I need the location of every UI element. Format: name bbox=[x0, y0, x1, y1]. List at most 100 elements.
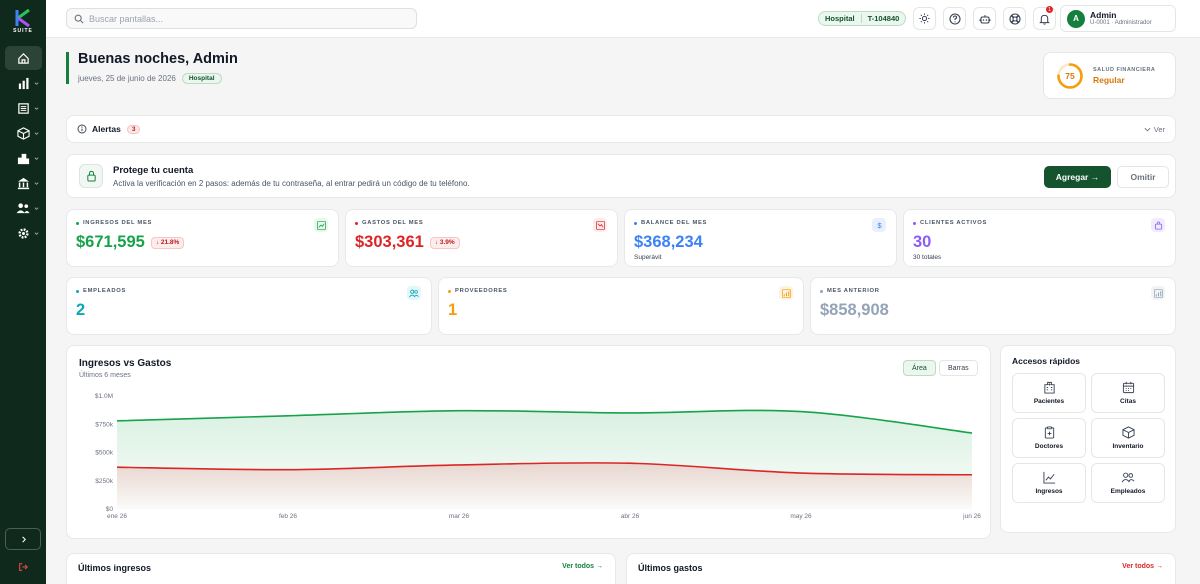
kpi-suppliers-card[interactable]: PROVEEDORES 1 bbox=[438, 277, 804, 335]
kpi-previous-value: $858,908 bbox=[820, 301, 889, 319]
income-series-line[interactable] bbox=[116, 409, 973, 434]
kpi-clients-label-text: CLIENTES ACTIVOS bbox=[920, 220, 988, 226]
trend-down-icon bbox=[593, 218, 607, 232]
kpi-suppliers-label: PROVEEDORES bbox=[448, 288, 794, 294]
quick-inventory[interactable]: Inventario bbox=[1091, 418, 1165, 458]
kpi-dot bbox=[448, 289, 451, 293]
expenses-area bbox=[117, 462, 972, 509]
sidebar: SUITE bbox=[0, 0, 46, 584]
kpi-clients-value: 30 bbox=[913, 233, 932, 251]
help-icon bbox=[948, 12, 961, 25]
quick-label: Inventario bbox=[1112, 443, 1144, 450]
logo-icon bbox=[15, 8, 30, 27]
user-menu[interactable]: A Admin U-0001 · Administrador bbox=[1060, 5, 1176, 32]
x-tick-label: feb 26 bbox=[279, 513, 297, 520]
kpi-suppliers-value-row: 1 bbox=[448, 301, 794, 320]
quick-label: Empleados bbox=[1110, 488, 1146, 495]
kpi-suppliers-value: 1 bbox=[448, 301, 458, 319]
kpi-balance-card[interactable]: BALANCE DEL MES $368,234 Superávit $ bbox=[624, 209, 897, 267]
quick-appointments[interactable]: Citas bbox=[1091, 373, 1165, 413]
view-all-expenses-link[interactable]: Ver todos → bbox=[1122, 563, 1163, 570]
kpi-previous-card[interactable]: MES ANTERIOR $858,908 bbox=[810, 277, 1176, 335]
expand-sidebar-button[interactable] bbox=[5, 528, 41, 550]
trend-up-icon bbox=[1042, 471, 1055, 484]
search-input[interactable] bbox=[89, 13, 389, 24]
expenses-series-line[interactable] bbox=[116, 461, 973, 476]
health-ring-icon bbox=[1057, 62, 1083, 89]
kpi-employees-value-row: 2 bbox=[76, 301, 422, 320]
y-tick-label: $0 bbox=[106, 506, 114, 513]
kpi-balance-sub: Superávit bbox=[634, 254, 662, 261]
nav-reports[interactable] bbox=[4, 72, 42, 95]
alerts-view-label: Ver bbox=[1153, 125, 1165, 134]
tenant-separator bbox=[860, 14, 862, 23]
nav-organization[interactable] bbox=[4, 147, 42, 170]
nav-home[interactable] bbox=[4, 46, 42, 70]
nav-finance[interactable] bbox=[4, 172, 42, 195]
add-2fa-button[interactable]: Agregar → bbox=[1044, 166, 1111, 188]
current-date: jueves, 25 de junio de 2026 bbox=[78, 73, 176, 83]
nav-settings[interactable] bbox=[4, 222, 42, 245]
greeting-subline: jueves, 25 de junio de 2026 Hospital bbox=[78, 72, 238, 84]
tenant-badge[interactable]: Hospital T-104840 bbox=[818, 11, 907, 26]
brand-logo[interactable]: SUITE bbox=[0, 2, 46, 40]
chevron-down-icon bbox=[34, 182, 39, 185]
alerts-bar[interactable]: Alertas 3 Ver bbox=[66, 115, 1176, 143]
clipboard-icon bbox=[1044, 426, 1054, 439]
kpi-income-label-text: INGRESOS DEL MES bbox=[83, 220, 153, 226]
search-box[interactable] bbox=[66, 8, 417, 29]
lock-icon bbox=[86, 170, 96, 182]
info-icon bbox=[77, 124, 87, 134]
quick-income[interactable]: Ingresos bbox=[1012, 463, 1086, 503]
user-info: Admin U-0001 · Administrador bbox=[1090, 9, 1152, 27]
kpi-balance-value: $368,234 bbox=[634, 233, 703, 251]
kpi-income-card[interactable]: INGRESOS DEL MES $671,595 ↓ 21.8% bbox=[66, 209, 339, 267]
notification-count: 1 bbox=[1046, 6, 1053, 13]
view-all-income-link[interactable]: Ver todos → bbox=[562, 563, 603, 570]
user-name: Admin bbox=[1090, 9, 1117, 20]
kpi-expenses-card[interactable]: GASTOS DEL MES $303,361 ↓ 3.9% bbox=[345, 209, 618, 267]
help-button[interactable] bbox=[943, 7, 966, 30]
alerts-view-toggle[interactable]: Ver bbox=[1144, 125, 1165, 134]
ledger-icon bbox=[17, 103, 29, 114]
notifications-button[interactable]: 1 bbox=[1033, 6, 1056, 30]
chart-canvas: $0 $250k $500k $750k $1.0M ene 26 feb 26 mar 26… bbox=[95, 393, 981, 520]
kpi-income-value: $671,595 bbox=[76, 233, 145, 251]
greeting-header: Buenas noches, Admin jueves, 25 de junio… bbox=[66, 52, 238, 84]
trend-up-icon bbox=[314, 218, 328, 232]
logout-icon bbox=[19, 563, 28, 571]
chart-toggle-area[interactable]: Área bbox=[903, 360, 936, 376]
quick-patients[interactable]: Pacientes bbox=[1012, 373, 1086, 413]
kpi-employees-value: 2 bbox=[76, 301, 86, 319]
quick-label: Pacientes bbox=[1033, 398, 1065, 405]
kpi-income-label: INGRESOS DEL MES bbox=[76, 220, 329, 226]
y-tick-label: $250k bbox=[95, 478, 113, 485]
kpi-income-value-row: $671,595 ↓ 21.8% bbox=[76, 233, 329, 252]
kpi-clients-card[interactable]: CLIENTES ACTIVOS 30 30 totales bbox=[903, 209, 1176, 267]
quick-employees[interactable]: Empleados bbox=[1091, 463, 1165, 503]
quick-doctors[interactable]: Doctores bbox=[1012, 418, 1086, 458]
chart-subtitle: Últimos 6 meses bbox=[79, 372, 131, 379]
financial-health-card[interactable]: 75 SALUD FINANCIERA Regular bbox=[1043, 52, 1176, 99]
nav-inventory[interactable] bbox=[4, 122, 42, 145]
kpi-balance-label-text: BALANCE DEL MES bbox=[641, 220, 708, 226]
chart-toggle-bars[interactable]: Barras bbox=[939, 360, 978, 376]
bar-chart-icon bbox=[1151, 286, 1165, 300]
logout-button[interactable] bbox=[0, 550, 46, 584]
box-icon bbox=[1121, 426, 1135, 439]
kpi-employees-card[interactable]: EMPLEADOS 2 bbox=[66, 277, 432, 335]
support-button[interactable] bbox=[1003, 7, 1026, 30]
kpi-employees-label-text: EMPLEADOS bbox=[83, 288, 127, 294]
skip-2fa-button[interactable]: Omitir bbox=[1117, 166, 1169, 188]
nav-documents[interactable] bbox=[4, 97, 42, 120]
nav-people[interactable] bbox=[4, 197, 42, 220]
sun-icon bbox=[919, 13, 930, 24]
kpi-income-delta: ↓ 21.8% bbox=[150, 236, 185, 249]
assistant-button[interactable] bbox=[973, 7, 996, 30]
x-tick-label: mar 26 bbox=[449, 513, 470, 520]
users-icon bbox=[16, 203, 30, 214]
lock-badge bbox=[79, 164, 103, 188]
buildings-icon bbox=[17, 153, 29, 165]
alerts-count: 3 bbox=[126, 124, 141, 134]
theme-toggle-button[interactable] bbox=[913, 7, 936, 30]
